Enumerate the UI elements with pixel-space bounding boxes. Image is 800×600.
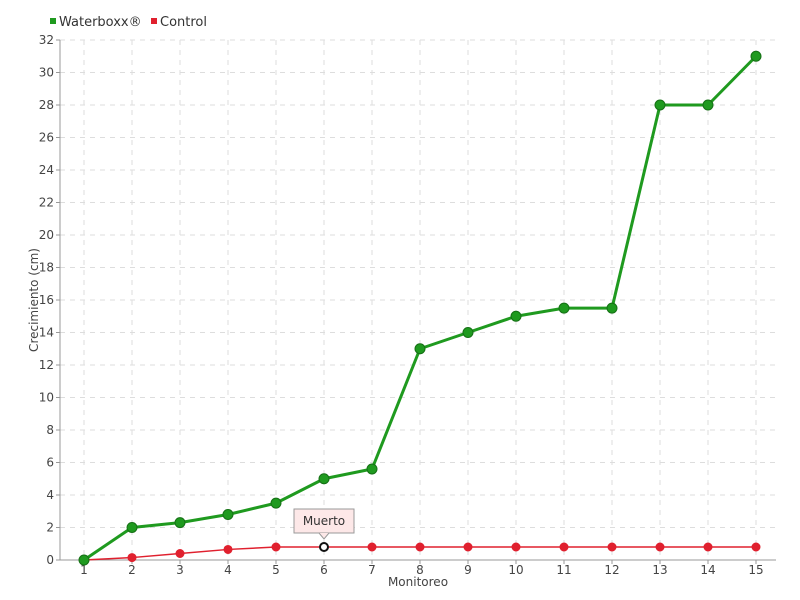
data-point-control [655, 542, 665, 552]
y-tick-label: 14 [39, 326, 54, 340]
data-point-waterboxx [174, 517, 186, 529]
x-tick-label: 6 [320, 563, 328, 577]
data-point-waterboxx [366, 463, 378, 475]
y-tick-label: 22 [39, 196, 54, 210]
y-tick-label: 18 [39, 261, 54, 275]
x-tick-label: 12 [604, 563, 619, 577]
legend: Waterboxx® Control [50, 15, 207, 30]
y-tick-label: 24 [39, 163, 54, 177]
y-tick-label: 10 [39, 391, 54, 405]
x-tick-label: 2 [128, 563, 136, 577]
y-tick-label: 20 [39, 228, 54, 242]
data-point-control [271, 542, 281, 552]
y-tick-label: 6 [46, 456, 54, 470]
data-point-waterboxx [78, 554, 90, 566]
x-tick-label: 4 [224, 563, 232, 577]
legend-label-waterboxx: Waterboxx® [59, 15, 142, 30]
y-tick-label: 2 [46, 521, 54, 535]
y-tick-label: 12 [39, 358, 54, 372]
annotations: Muerto [293, 508, 355, 540]
data-point-control [175, 549, 185, 558]
data-point-control [415, 542, 425, 552]
data-point-control [703, 542, 713, 552]
data-point-waterboxx [126, 522, 138, 533]
legend-marker-control [151, 18, 157, 24]
x-tick-label: 9 [464, 563, 472, 577]
data-point-control [607, 542, 617, 552]
data-point-waterboxx [606, 302, 618, 314]
data-point-waterboxx [222, 509, 234, 520]
x-tick-label: 10 [508, 563, 523, 577]
data-point-waterboxx [750, 50, 762, 62]
x-tick-label: 15 [748, 563, 763, 577]
data-point-control [463, 542, 473, 552]
data-point-waterboxx [270, 497, 282, 509]
grid [60, 39, 776, 560]
data-point-waterboxx [462, 327, 474, 338]
y-tick-label: 26 [39, 131, 54, 145]
x-tick-label: 11 [556, 563, 571, 577]
data-point-waterboxx [318, 473, 330, 485]
y-tick-label: 8 [46, 423, 54, 437]
x-tick-label: 13 [652, 563, 667, 577]
annotation-label: Muerto [303, 514, 345, 528]
x-tick-label: 7 [368, 563, 376, 577]
data-point-control [751, 542, 761, 552]
data-point-waterboxx [654, 99, 666, 111]
data-point-control [319, 542, 329, 552]
legend-marker-waterboxx [50, 18, 56, 24]
data-point-control [367, 542, 377, 552]
data-point-waterboxx [558, 302, 570, 314]
data-point-control [559, 542, 569, 552]
data-point-control [223, 544, 233, 554]
annotation-muerto: Muerto [293, 508, 355, 540]
x-tick-label: 1 [80, 563, 88, 577]
legend-label-control: Control [160, 15, 207, 30]
x-tick-label: 14 [700, 563, 715, 577]
y-tick-label: 30 [39, 66, 54, 80]
series-layer [78, 50, 762, 566]
data-point-waterboxx [510, 310, 522, 322]
x-axis-title: Monitoreo [388, 575, 448, 589]
annotation-pointer [318, 532, 330, 540]
data-point-control [127, 553, 137, 563]
data-point-control [511, 542, 521, 552]
x-tick-label: 8 [416, 563, 424, 577]
y-tick-label: 0 [46, 553, 54, 567]
x-tick-label: 5 [272, 563, 280, 577]
y-axis-title: Crecimiento (cm) [27, 248, 41, 352]
y-tick-label: 16 [39, 293, 54, 307]
y-tick-label: 32 [39, 33, 54, 47]
y-tick-label: 28 [39, 98, 54, 112]
data-point-waterboxx [414, 343, 426, 355]
x-tick-label: 3 [176, 563, 184, 577]
annotation-box [293, 508, 355, 534]
data-point-waterboxx [702, 99, 714, 111]
y-tick-label: 4 [46, 488, 54, 502]
